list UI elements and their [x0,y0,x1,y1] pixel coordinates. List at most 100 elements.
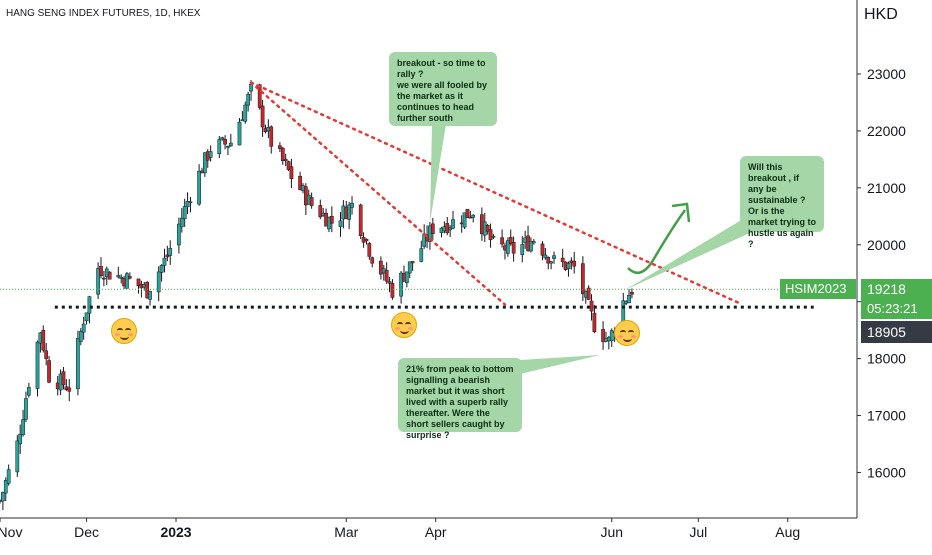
candle-body [15,440,20,473]
candle-body [136,278,141,287]
candle-body [24,398,28,420]
candle-body [451,219,455,229]
arrow-head-icon [671,202,691,223]
y-tick-label: 21000 [867,180,906,196]
candle-body [318,205,323,218]
candle-body [168,248,173,256]
candle-body [592,312,597,333]
smiling-face-icon [614,320,640,346]
sustainability-note[interactable]: Will this breakout , if any be sustainab… [740,156,824,249]
y-tick-label: 17000 [867,408,906,424]
smiling-face-icon [391,312,417,338]
candle-body [298,175,302,190]
candle-body [399,272,403,297]
candle-body [159,265,164,273]
candle-body [162,257,167,266]
candle-body [228,142,233,147]
candle-body [78,331,83,342]
candle-body [405,271,409,283]
candle-body [197,170,201,205]
candle-body [87,296,92,314]
candle-body [289,166,294,179]
candle-body [220,137,225,140]
x-tick-label: Nov [0,524,22,540]
candle-body [609,330,614,341]
candle-body [309,197,314,206]
candle-body [543,254,548,259]
candle-body [390,283,395,298]
candle-body [61,371,66,386]
candle-body [364,238,369,242]
candle-body [367,243,372,257]
candle-body [102,277,106,280]
x-tick-label: Apr [425,524,447,540]
y-tick-label: 20000 [867,237,906,253]
candle-body [27,387,31,396]
candle-body [379,260,383,275]
candle-body [185,201,190,208]
candle-body [188,201,193,203]
candle-body [601,329,605,342]
candle-body [566,263,571,269]
candle-body [125,273,129,289]
candle-body [500,237,504,245]
candle-body [589,300,594,312]
candle-body [549,261,553,264]
candle-body [506,240,510,254]
candle-body [257,84,262,108]
candle-body [280,147,285,162]
candle-body [246,93,251,106]
candle-body [76,338,80,390]
candle-body [44,350,49,359]
drawdown-note[interactable]: 21% from peak to bottom signalling a bea… [398,358,522,440]
candle-body [384,270,389,282]
candle-body [84,312,89,322]
candle-body [329,215,334,224]
candle-body [243,104,248,122]
smiling-face-icon [111,318,137,344]
candle-body [237,121,242,146]
candle-body [581,263,585,295]
candle-body [465,209,470,218]
candle-body [627,295,631,304]
candle-body [407,261,412,274]
candle-body [179,217,184,228]
candle-body [127,276,132,279]
candle-body [260,105,265,128]
candle-body [508,237,513,244]
candle-body [520,244,525,255]
projection-arrow [627,209,687,275]
candle-body [468,216,473,219]
support-price-tag: 18905 [861,321,932,343]
candle-body [269,126,274,147]
candle-body [560,257,565,263]
y-tick-label: 22000 [867,123,906,139]
trend-line [249,81,507,306]
candle-body [119,276,124,279]
candle-body [156,271,161,293]
candle-body [35,341,40,389]
x-tick-label: 2023 [160,524,191,540]
note-pointer [625,216,752,290]
candle-body [350,202,354,208]
candle-body [249,83,253,92]
candle-body [338,220,343,227]
candle-body [1,492,5,502]
candle-body [18,433,23,445]
candle-body [347,204,351,220]
note-pointer [430,124,446,222]
candle-body [358,204,363,236]
breakout-note[interactable]: breakout - so time to rally ? we were al… [389,52,497,126]
candle-body [630,291,634,295]
y-tick-label: 23000 [867,66,906,82]
candle-body [529,241,533,252]
x-tick-label: Jun [600,524,623,540]
candle-body [531,241,536,244]
candle-body [286,161,291,170]
x-tick-label: Aug [775,524,800,540]
candle-body [99,266,103,277]
candle-body [278,145,282,149]
x-tick-label: Dec [74,524,99,540]
candle-body [81,323,86,333]
